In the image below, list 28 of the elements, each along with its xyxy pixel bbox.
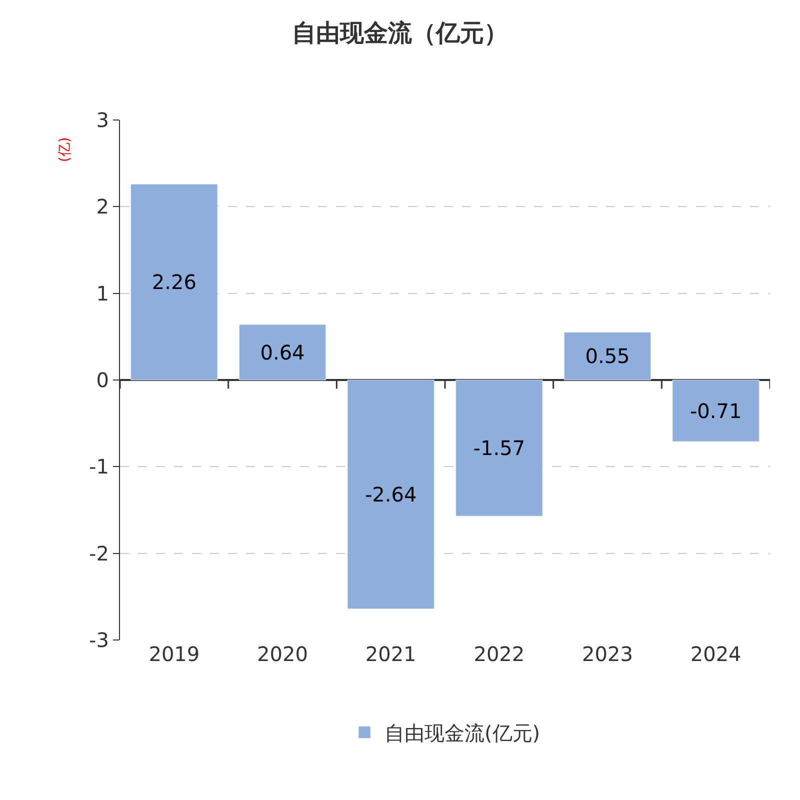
x-tick-label: 2024 <box>690 642 742 666</box>
y-tick-label: -2 <box>89 541 109 566</box>
bar <box>347 380 434 610</box>
bar <box>238 324 326 380</box>
data-label: 0.55 <box>585 344 630 368</box>
y-tick-label: -3 <box>89 628 109 652</box>
data-label: 0.64 <box>260 340 305 364</box>
x-tick-label: 2023 <box>582 642 633 666</box>
data-label: 2.26 <box>152 270 196 294</box>
y-tick-label: 1 <box>96 281 109 306</box>
data-label: -1.57 <box>473 436 526 460</box>
y-tick-label: 2 <box>96 194 109 219</box>
data-label: -2.64 <box>364 482 417 506</box>
x-tick-label: 2021 <box>365 642 416 666</box>
y-tick-label: 3 <box>96 108 109 132</box>
y-tick-label: -1 <box>89 454 109 479</box>
bar <box>564 332 652 380</box>
y-tick-label: 0 <box>96 368 109 392</box>
x-tick-label: 2020 <box>257 642 308 666</box>
bar <box>456 380 543 516</box>
y-axis-title: (亿) <box>56 137 73 162</box>
bar <box>130 184 218 380</box>
data-label: -0.71 <box>690 398 742 423</box>
bar <box>672 380 760 442</box>
x-tick-label: 2022 <box>474 642 525 666</box>
legend-label: 自由现金流(亿元) <box>384 721 540 746</box>
chart-title: 自由现金流（亿元） <box>292 18 508 47</box>
x-tick-label: 2019 <box>148 642 200 666</box>
